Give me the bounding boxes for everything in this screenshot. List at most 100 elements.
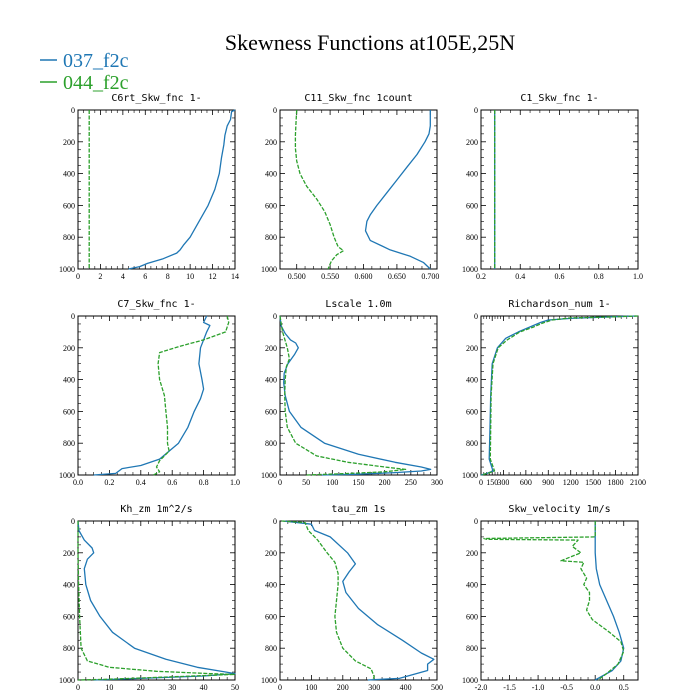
y-tick-label: 600: [63, 201, 75, 210]
series-line-037_f2c: [480, 315, 637, 476]
y-tick-label: 200: [466, 138, 478, 147]
panel-title: tau_zm 1s: [331, 504, 385, 515]
panel-title: Lscale 1.0m: [325, 299, 391, 310]
y-tick-label: 600: [265, 612, 277, 621]
y-tick-label: 800: [466, 439, 478, 448]
y-tick-label: 600: [265, 407, 277, 416]
x-tick-label: 1800: [608, 478, 624, 487]
plot-frame: [77, 109, 236, 270]
x-tick-label: 600: [520, 478, 532, 487]
y-tick-label: 400: [265, 376, 277, 385]
y-tick-label: 200: [63, 344, 75, 353]
y-tick-label: 200: [63, 549, 75, 558]
series-line-044_f2c: [480, 315, 639, 476]
x-tick-label: 0: [278, 478, 282, 487]
y-tick-label: 1000: [261, 676, 277, 685]
y-tick-label: 0: [474, 517, 478, 526]
x-tick-label: 0: [76, 683, 80, 692]
y-tick-label: 0: [71, 517, 75, 526]
x-tick-label: -2.0: [475, 683, 488, 692]
x-tick-label: 250: [405, 478, 417, 487]
x-tick-label: 0.6: [555, 272, 565, 281]
x-tick-label: 0: [76, 272, 80, 281]
x-tick-label: 200: [337, 683, 349, 692]
x-tick-label: 0: [479, 478, 483, 487]
y-tick-label: 1000: [462, 265, 478, 274]
y-tick-label: 800: [265, 439, 277, 448]
y-tick-label: 400: [63, 581, 75, 590]
panel-title: C1_Skw_fnc 1-: [520, 93, 598, 104]
x-tick-label: 30: [168, 683, 176, 692]
y-tick-label: 1000: [261, 471, 277, 480]
series-line-044_f2c: [281, 520, 375, 681]
x-tick-label: 300: [497, 478, 509, 487]
x-tick-label: 500: [431, 683, 443, 692]
x-tick-label: 0.650: [388, 272, 406, 281]
y-tick-label: 400: [265, 170, 277, 179]
y-tick-label: 0: [71, 106, 75, 115]
plot-frame: [480, 109, 639, 270]
panel-2: C11_Skw_fnc 1count 0 200 400 600 800 1000 0.500…: [261, 93, 439, 281]
y-tick-label: 0: [474, 106, 478, 115]
panel-title: Kh_zm 1m^2/s: [120, 504, 192, 515]
y-tick-label: 600: [466, 407, 478, 416]
x-tick-label: 0.700: [421, 272, 439, 281]
y-tick-label: 200: [265, 344, 277, 353]
y-tick-label: 400: [265, 581, 277, 590]
plot-frame: [279, 520, 438, 681]
y-tick-label: 400: [466, 170, 478, 179]
y-tick-label: 1000: [462, 471, 478, 480]
x-tick-label: 100: [326, 478, 338, 487]
x-tick-label: 10: [105, 683, 113, 692]
x-tick-label: 12: [209, 272, 217, 281]
panel-title: C6rt_Skw_fnc 1-: [111, 93, 201, 104]
x-tick-label: 0.550: [321, 272, 339, 281]
plot-frame: [279, 315, 438, 476]
x-tick-label: 300: [368, 683, 380, 692]
y-tick-label: 600: [466, 201, 478, 210]
legend-label-037: 037_f2c: [63, 50, 129, 72]
x-tick-label: 8: [166, 272, 170, 281]
series-line-037_f2c: [128, 109, 236, 270]
x-tick-label: 0.2: [476, 272, 486, 281]
x-tick-label: 1500: [585, 478, 601, 487]
x-tick-label: 200: [379, 478, 391, 487]
x-tick-label: 6: [143, 272, 147, 281]
figure-title: Skewness Functions at105E,25N: [225, 30, 515, 55]
x-tick-label: 150: [486, 478, 498, 487]
y-tick-label: 0: [273, 312, 277, 321]
y-tick-label: 0: [273, 517, 277, 526]
x-tick-label: 0: [278, 683, 282, 692]
y-tick-label: 800: [63, 439, 75, 448]
series-line-044_f2c: [77, 521, 236, 681]
x-tick-label: 1200: [563, 478, 579, 487]
x-tick-label: 50: [231, 683, 239, 692]
y-tick-label: 200: [265, 138, 277, 147]
y-tick-label: 400: [63, 376, 75, 385]
y-tick-label: 800: [466, 233, 478, 242]
y-tick-label: 800: [63, 233, 75, 242]
x-tick-label: 0.2: [104, 478, 114, 487]
x-tick-label: 1.0: [633, 272, 643, 281]
x-tick-label: 40: [200, 683, 208, 692]
series-line-037_f2c: [283, 520, 435, 681]
y-tick-label: 200: [466, 549, 478, 558]
x-tick-label: 0.0: [73, 478, 83, 487]
y-tick-label: 1000: [59, 265, 75, 274]
x-tick-label: -1.5: [503, 683, 516, 692]
panel-9: Skw_velocity 1m/s 0 200 400 600 800 1000-2.0 -1…: [462, 504, 639, 692]
y-tick-label: 200: [63, 138, 75, 147]
x-tick-label: 0.8: [199, 478, 209, 487]
x-tick-label: 0.4: [136, 478, 146, 487]
x-tick-label: 4: [121, 272, 125, 281]
series-line-037_f2c: [77, 520, 236, 681]
series-line-044_f2c: [153, 315, 230, 476]
x-tick-label: 900: [542, 478, 554, 487]
legend: 037_f2c 044_f2c: [40, 50, 129, 94]
plot-frame: [480, 520, 639, 681]
